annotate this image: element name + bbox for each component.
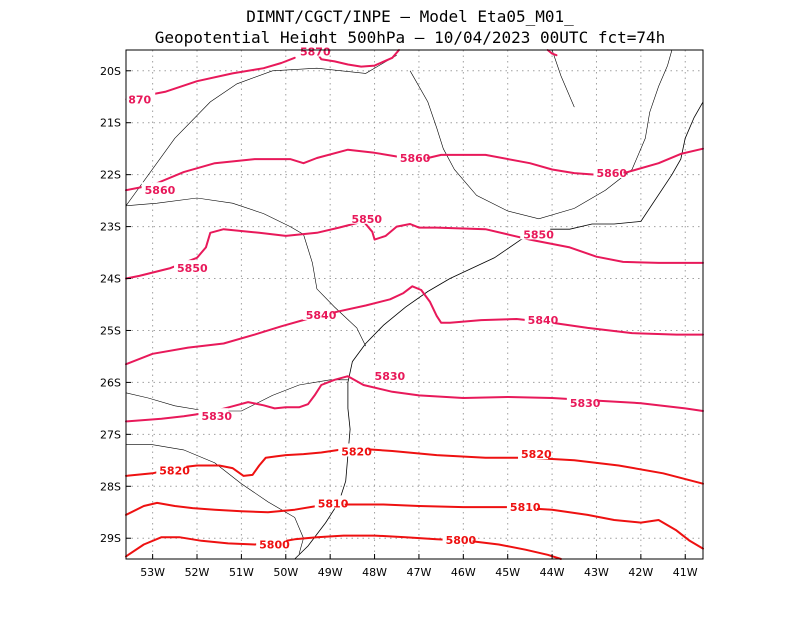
contour-5850 [125,220,704,280]
plot-frame [125,49,704,560]
lon-tick-label: 42W [628,566,653,579]
contour-label: 5820 [521,448,552,461]
contour-label-bg [348,210,379,224]
contour-label-bg [256,536,287,550]
contour-label: 5860 [145,184,176,197]
contour-5870 [125,56,296,101]
coastline [294,101,704,560]
contour-label-bg [141,182,172,196]
lon-tick-label: 46W [451,566,476,579]
contour-label-bg [524,312,555,326]
contour-5870 [546,49,558,57]
contour-label: 5840 [306,309,337,322]
contour-label: 5870 [300,46,331,59]
lat-tick-label: 24S [100,273,121,286]
contour-label-bg [156,462,187,476]
state-border [551,49,575,108]
contour-label-bg [442,531,473,545]
contour-label: 870 [128,93,151,106]
contour-label: 5840 [528,314,559,327]
contour-label: 5830 [375,370,406,383]
contour-label-bg [174,260,205,274]
contour-label-bg [593,165,624,179]
contour-label: 5820 [341,445,372,458]
contour-5820 [125,447,704,485]
axis-ticks: 53W 52W 51W 50W 49W 48W 47W 46W 45W 44W 43W 42W 41W 2… [100,65,698,579]
lon-tick-label: 52W [185,566,210,579]
contour-label-bg [125,91,156,105]
title-line-1: DIMNT/CGCT/INPE – Model Eta05_M01_ [246,7,574,26]
contour-5800 [125,534,562,560]
contour-label-bg [520,226,551,240]
state-border [125,379,348,412]
contour-label: 5830 [201,410,232,423]
contour-label-bg [338,443,369,457]
state-border [409,49,673,220]
contour-label: 5860 [596,167,627,180]
lat-tick-label: 28S [100,480,121,493]
contour-label: 5800 [446,534,477,547]
grid-lines [126,50,703,559]
lon-tick-label: 45W [495,566,520,579]
contour-label-bg [371,368,402,382]
lon-tick-label: 50W [273,566,298,579]
contour-label: 5800 [259,538,290,551]
contour-label-bg [302,306,333,320]
lon-tick-label: 47W [407,566,432,579]
coastline-layer [125,49,704,560]
contour-label: 5850 [351,213,382,226]
contour-label: 5830 [570,397,601,410]
contour-label: 5850 [523,228,554,241]
lat-tick-label: 22S [100,169,121,182]
contour-layer: 5870 870 5860 5860 5860 5850 5850 5850 5840 5840 5… [125,43,704,560]
lon-tick-label: 43W [584,566,609,579]
lon-tick-label: 48W [362,566,387,579]
contour-label-bg [506,499,537,513]
contour-label: 5810 [510,501,541,514]
contour-label-bg [566,395,597,409]
contour-5810 [125,501,704,550]
contour-5870 [315,49,400,68]
state-border [303,234,366,347]
contour-label-bg [198,408,229,422]
state-border [126,444,304,554]
lon-tick-label: 44W [540,566,565,579]
lat-tick-label: 21S [100,117,121,130]
lat-tick-label: 23S [100,221,121,234]
lon-tick-label: 49W [318,566,343,579]
lat-tick-label: 20S [100,65,121,78]
state-border [125,54,397,206]
lat-tick-label: 25S [100,324,121,337]
state-border [125,197,304,235]
contour-label-bg [396,150,427,164]
contour-label-bg [314,495,345,509]
title-line-2: Geopotential Height 500hPa – 10/04/2023 … [155,28,666,47]
contour-5840 [125,285,704,366]
contour-label: 5850 [177,262,208,275]
lat-tick-label: 29S [100,532,121,545]
lat-tick-label: 26S [100,376,121,389]
contour-label: 5820 [159,465,190,478]
lat-tick-label: 27S [100,428,121,441]
lon-tick-label: 53W [140,566,165,579]
contour-label: 5860 [400,152,431,165]
contour-label-bg [518,446,549,460]
contour-label: 5810 [318,497,349,510]
lon-tick-label: 41W [673,566,698,579]
lon-tick-label: 51W [229,566,254,579]
